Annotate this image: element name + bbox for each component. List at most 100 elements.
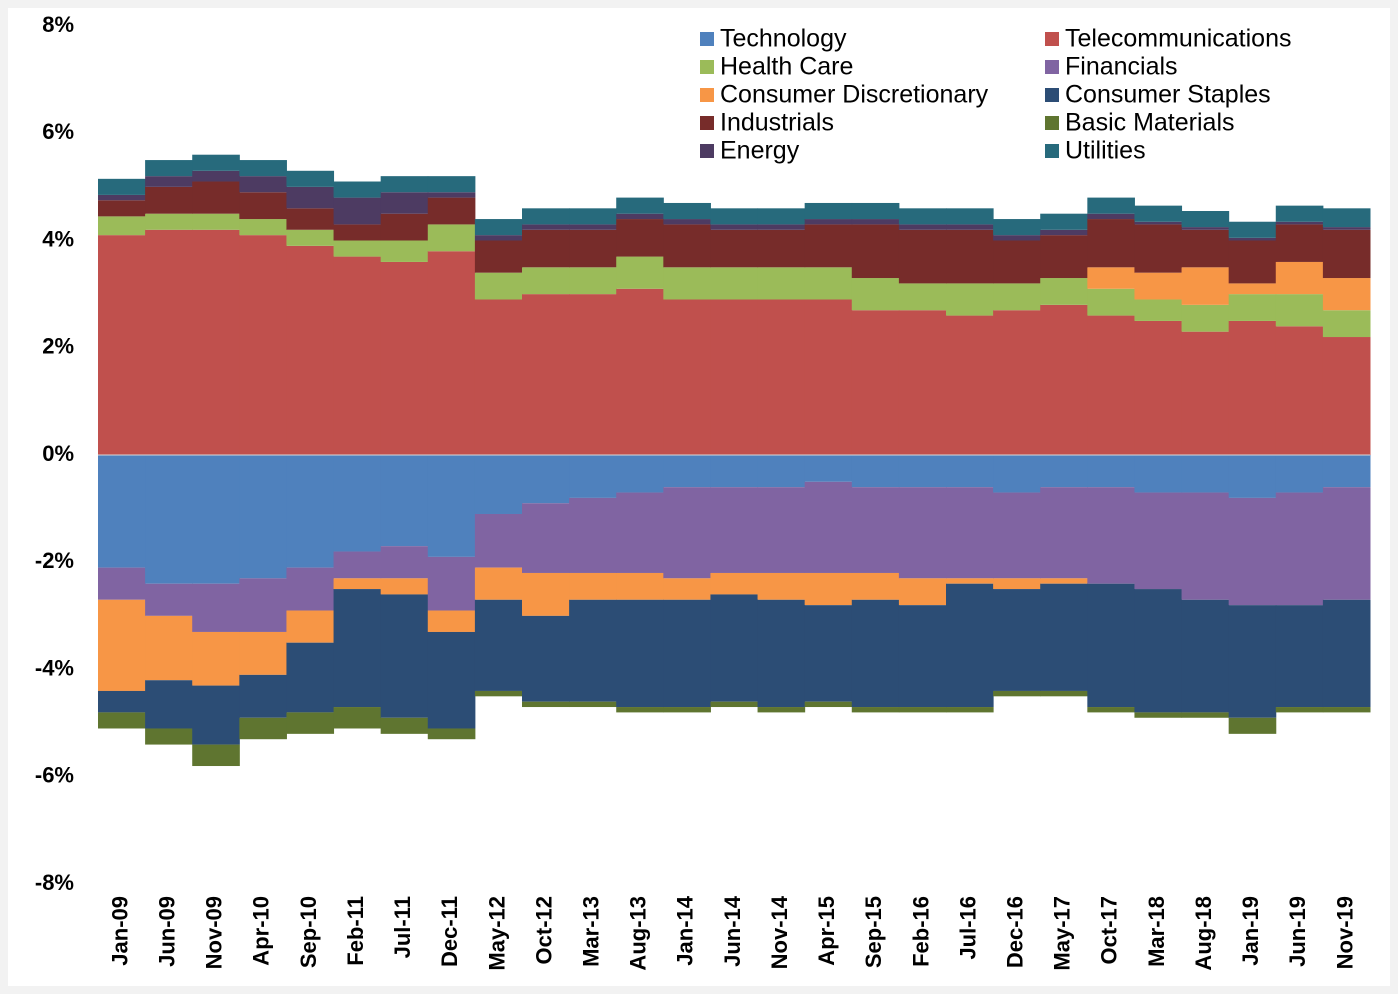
- area-segment: [663, 224, 711, 268]
- area-segment: [1134, 272, 1183, 300]
- area-segment: [239, 219, 287, 236]
- area-segment: [663, 202, 711, 220]
- area-segment: [663, 267, 711, 300]
- area-segment: [663, 578, 711, 600]
- area-segment: [286, 245, 335, 455]
- area-segment: [474, 272, 523, 300]
- x-tick-label: Mar-18: [1144, 896, 1169, 967]
- area-segment: [616, 492, 664, 573]
- area-segment: [1275, 294, 1324, 327]
- area-segment: [286, 610, 335, 643]
- area-segment: [380, 455, 429, 547]
- area-segment: [663, 219, 711, 225]
- legend-label: Health Care: [720, 53, 853, 81]
- area-segment: [522, 615, 570, 702]
- area-segment: [239, 235, 287, 455]
- area-segment: [616, 707, 664, 713]
- area-segment: [851, 572, 900, 600]
- area-segment: [757, 267, 806, 300]
- area-segment: [192, 181, 240, 214]
- area-segment: [569, 599, 617, 702]
- area-segment: [1087, 213, 1135, 220]
- y-tick-label: -4%: [35, 655, 74, 680]
- area-segment: [333, 256, 382, 455]
- area-segment: [380, 578, 429, 595]
- area-segment: [851, 487, 900, 573]
- y-tick-label: -8%: [35, 870, 74, 895]
- area-segment: [98, 178, 146, 195]
- area-segment: [898, 605, 947, 708]
- area-segment: [98, 200, 146, 217]
- area-segment: [1040, 213, 1088, 230]
- area-segment: [1040, 304, 1088, 455]
- area-segment: [993, 492, 1041, 579]
- area-segment: [239, 717, 287, 740]
- area-segment: [1134, 299, 1183, 321]
- legend-swatch: [700, 116, 714, 130]
- area-segment: [946, 578, 994, 584]
- area-segment: [145, 213, 193, 230]
- area-segment: [1322, 227, 1371, 230]
- x-tick-label: Jan-14: [673, 895, 698, 965]
- area-segment: [663, 599, 711, 708]
- area-segment: [757, 455, 806, 488]
- area-segment: [333, 240, 382, 257]
- area-segment: [1040, 278, 1088, 305]
- area-segment: [663, 707, 711, 713]
- area-segment: [1181, 599, 1230, 713]
- area-segment: [851, 707, 900, 713]
- area-segment: [1322, 229, 1371, 279]
- area-segment: [757, 572, 806, 600]
- area-segment: [1228, 605, 1277, 718]
- area-segment: [946, 583, 994, 708]
- area-segment: [1181, 267, 1230, 305]
- area-segment: [98, 599, 146, 691]
- area-segment: [663, 455, 711, 488]
- area-segment: [333, 578, 382, 590]
- area-segment: [1228, 717, 1277, 734]
- area-segment: [1275, 261, 1324, 295]
- legend-swatch: [1045, 32, 1059, 46]
- area-segment: [1040, 455, 1088, 488]
- area-segment: [616, 288, 664, 455]
- x-tick-label: Jan-09: [107, 896, 132, 966]
- area-segment: [946, 487, 994, 579]
- area-segment: [333, 197, 382, 225]
- area-segment: [710, 701, 759, 708]
- legend-label: Utilities: [1065, 137, 1146, 165]
- area-segment: [427, 556, 476, 611]
- legend-label: Consumer Discretionary: [720, 81, 989, 109]
- area-segment: [192, 213, 240, 230]
- area-segment: [804, 455, 853, 482]
- legend-swatch: [1045, 144, 1059, 158]
- legend-label: Technology: [720, 25, 847, 53]
- area-segment: [569, 701, 617, 708]
- y-tick-label: 8%: [42, 12, 74, 37]
- area-segment: [1181, 211, 1230, 228]
- area-segment: [1087, 267, 1135, 289]
- area-segment: [1087, 707, 1135, 713]
- y-tick-label: -6%: [35, 763, 74, 788]
- area-segment: [333, 181, 382, 198]
- x-tick-label: Apr-15: [814, 896, 839, 966]
- area-segment: [804, 299, 853, 455]
- area-segment: [993, 310, 1041, 455]
- area-segment: [1087, 487, 1135, 584]
- area-segment: [898, 578, 947, 606]
- area-segment: [1087, 197, 1135, 214]
- area-segment: [522, 503, 570, 573]
- area-segment: [616, 219, 664, 257]
- area-segment: [569, 229, 617, 268]
- area-segment: [898, 487, 947, 579]
- area-segment: [286, 170, 335, 187]
- area-segment: [380, 546, 429, 579]
- x-tick-label: Dec-16: [1002, 896, 1027, 968]
- area-segment: [946, 455, 994, 488]
- area-segment: [474, 567, 523, 600]
- area-segment: [757, 487, 806, 573]
- legend-swatch: [700, 60, 714, 74]
- legend-label: Telecommunications: [1065, 25, 1292, 53]
- x-tick-label: Jul-16: [955, 896, 980, 960]
- area-segment: [616, 572, 664, 600]
- area-segment: [98, 567, 146, 600]
